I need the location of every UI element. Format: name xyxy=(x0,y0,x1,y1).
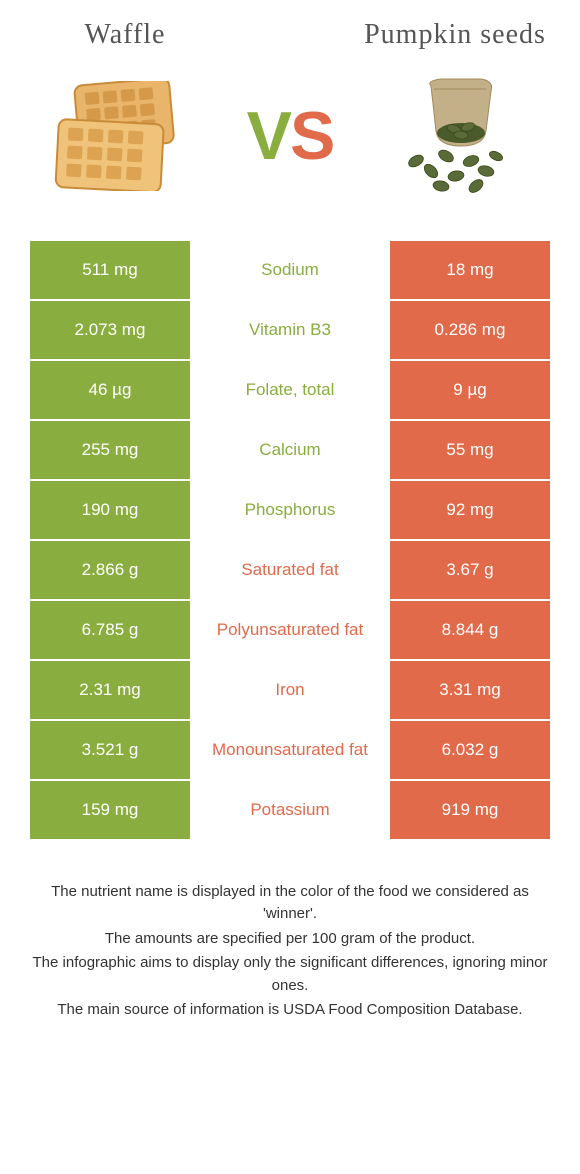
right-value-cell: 18 mg xyxy=(390,241,550,299)
nutrient-name-cell: Potassium xyxy=(190,781,390,839)
vs-label: VS xyxy=(239,97,342,175)
footer-notes: The nutrient name is displayed in the co… xyxy=(30,881,550,1022)
right-value-cell: 919 mg xyxy=(390,781,550,839)
table-row: 2.31 mgIron3.31 mg xyxy=(30,661,550,721)
left-value-cell: 159 mg xyxy=(30,781,190,839)
table-row: 255 mgCalcium55 mg xyxy=(30,421,550,481)
nutrient-name-cell: Saturated fat xyxy=(190,541,390,599)
footer-line-1: The nutrient name is displayed in the co… xyxy=(30,881,550,926)
table-row: 511 mgSodium18 mg xyxy=(30,241,550,301)
nutrient-name-cell: Monounsaturated fat xyxy=(190,721,390,779)
table-row: 46 µgFolate, total9 µg xyxy=(30,361,550,421)
left-value-cell: 255 mg xyxy=(30,421,190,479)
right-value-cell: 8.844 g xyxy=(390,601,550,659)
left-value-cell: 2.31 mg xyxy=(30,661,190,719)
right-value-cell: 6.032 g xyxy=(390,721,550,779)
table-row: 2.073 mgVitamin B30.286 mg xyxy=(30,301,550,361)
right-value-cell: 55 mg xyxy=(390,421,550,479)
footer-line-2: The amounts are specified per 100 gram o… xyxy=(30,928,550,951)
nutrient-name-cell: Calcium xyxy=(190,421,390,479)
footer-line-3: The infographic aims to display only the… xyxy=(30,952,550,997)
comparison-table: 511 mgSodium18 mg2.073 mgVitamin B30.286… xyxy=(30,241,550,841)
left-value-cell: 6.785 g xyxy=(30,601,190,659)
nutrient-name-cell: Phosphorus xyxy=(190,481,390,539)
nutrient-name-cell: Vitamin B3 xyxy=(190,301,390,359)
right-food-title: Pumpkin seeds xyxy=(350,20,560,51)
right-value-cell: 3.31 mg xyxy=(390,661,550,719)
infographic-container: Waffle Pumpkin seeds xyxy=(10,0,570,1044)
left-value-cell: 46 µg xyxy=(30,361,190,419)
right-value-cell: 3.67 g xyxy=(390,541,550,599)
table-row: 190 mgPhosphorus92 mg xyxy=(30,481,550,541)
title-row: Waffle Pumpkin seeds xyxy=(20,20,560,51)
seeds-image xyxy=(341,66,560,206)
table-row: 6.785 gPolyunsaturated fat8.844 g xyxy=(30,601,550,661)
footer-line-4: The main source of information is USDA F… xyxy=(30,999,550,1022)
right-value-cell: 0.286 mg xyxy=(390,301,550,359)
nutrient-name-cell: Folate, total xyxy=(190,361,390,419)
table-row: 3.521 gMonounsaturated fat6.032 g xyxy=(30,721,550,781)
left-value-cell: 190 mg xyxy=(30,481,190,539)
left-value-cell: 2.073 mg xyxy=(30,301,190,359)
nutrient-name-cell: Polyunsaturated fat xyxy=(190,601,390,659)
vs-s: S xyxy=(290,98,333,174)
nutrient-name-cell: Iron xyxy=(190,661,390,719)
table-row: 159 mgPotassium919 mg xyxy=(30,781,550,841)
pumpkin-seeds-icon xyxy=(386,71,516,201)
images-row: VS xyxy=(20,61,560,211)
left-value-cell: 3.521 g xyxy=(30,721,190,779)
right-value-cell: 92 mg xyxy=(390,481,550,539)
waffle-icon xyxy=(49,81,209,191)
nutrient-name-cell: Sodium xyxy=(190,241,390,299)
waffle-image xyxy=(20,66,239,206)
left-food-title: Waffle xyxy=(20,20,230,51)
left-value-cell: 511 mg xyxy=(30,241,190,299)
table-row: 2.866 gSaturated fat3.67 g xyxy=(30,541,550,601)
vs-v: V xyxy=(247,98,290,174)
right-value-cell: 9 µg xyxy=(390,361,550,419)
left-value-cell: 2.866 g xyxy=(30,541,190,599)
